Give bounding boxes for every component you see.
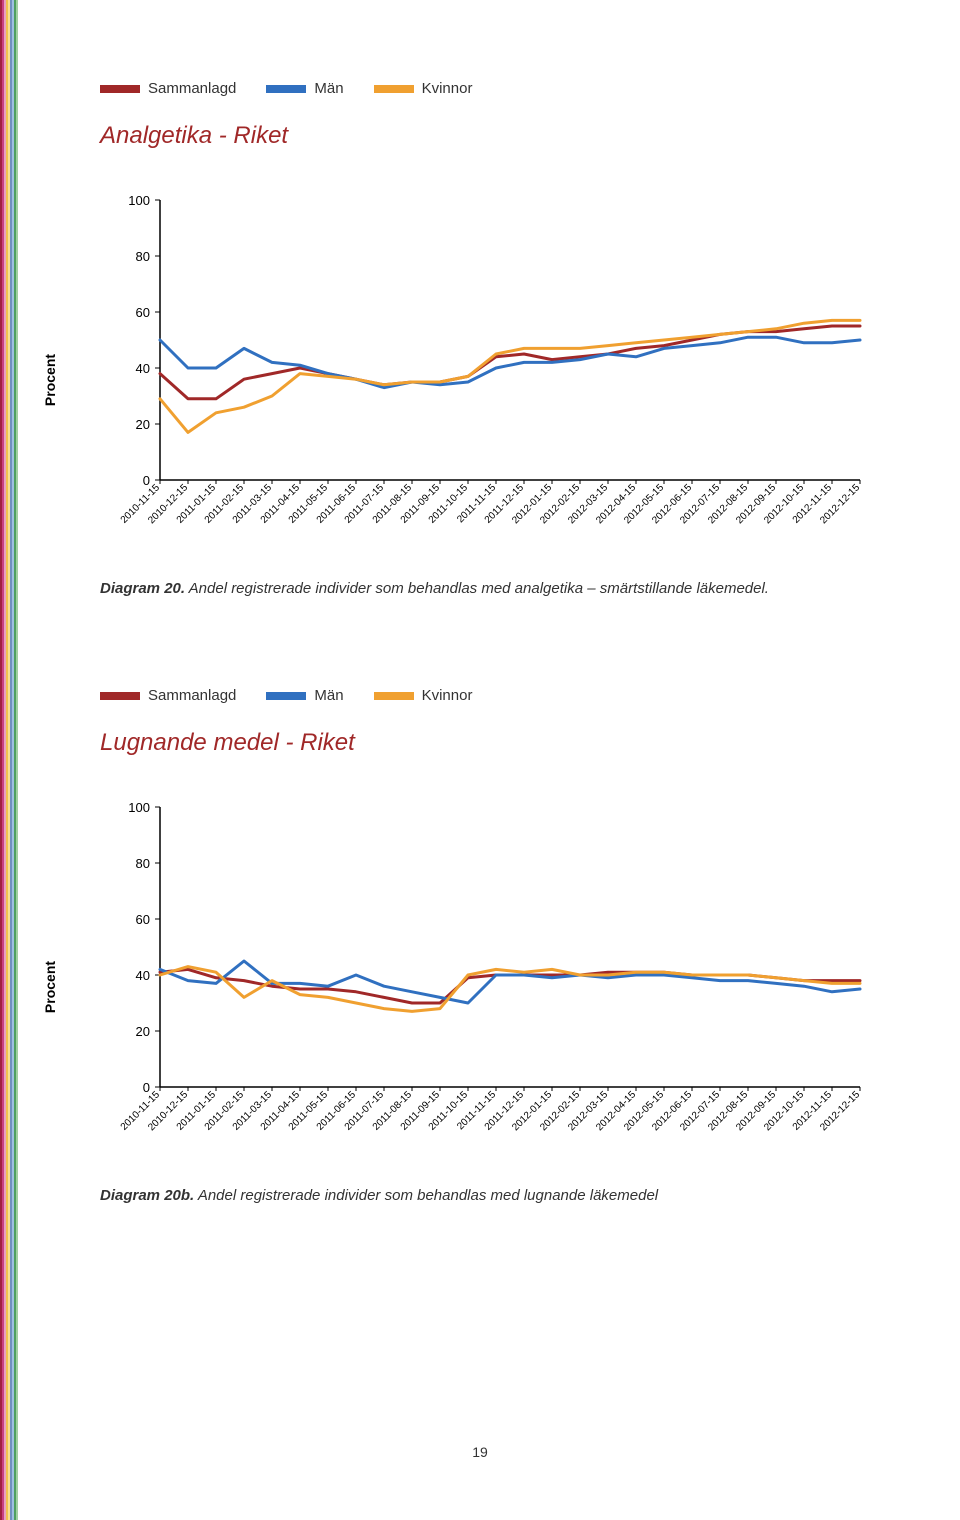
svg-text:0: 0 — [143, 1080, 150, 1095]
legend-item: Sammanlagd — [100, 80, 236, 97]
chart2-caption: Diagram 20b. Andel registrerade individe… — [100, 1187, 900, 1204]
stripe — [16, 0, 18, 1520]
chart2-caption-text: Andel registrerade individer som behandl… — [194, 1187, 658, 1204]
legend-label: Män — [314, 687, 343, 704]
legend-label: Kvinnor — [422, 80, 473, 97]
legend-swatch — [100, 85, 140, 93]
svg-text:100: 100 — [128, 193, 150, 208]
svg-text:20: 20 — [136, 417, 150, 432]
chart2-caption-bold: Diagram 20b. — [100, 1187, 194, 1204]
legend-swatch — [374, 692, 414, 700]
legend-swatch — [266, 692, 306, 700]
legend-label: Män — [314, 80, 343, 97]
legend-item: Män — [266, 80, 343, 97]
legend-item: Kvinnor — [374, 687, 473, 704]
svg-text:60: 60 — [136, 912, 150, 927]
chart2-svg: 0204060801002010-11-152010-12-152011-01-… — [100, 797, 880, 1177]
legend-label: Sammanlagd — [148, 80, 236, 97]
legend-item: Kvinnor — [374, 80, 473, 97]
legend-item: Sammanlagd — [100, 687, 236, 704]
page-content: SammanlagdMänKvinnor Analgetika - Riket … — [100, 80, 900, 1204]
chart2-wrap: Procent 0204060801002010-11-152010-12-15… — [100, 797, 880, 1177]
chart1-ylabel: Procent — [42, 354, 58, 406]
legend-label: Sammanlagd — [148, 687, 236, 704]
chart2-ylabel: Procent — [42, 961, 58, 1013]
legend-item: Män — [266, 687, 343, 704]
chart1-caption-bold: Diagram 20. — [100, 580, 185, 597]
legend-swatch — [266, 85, 306, 93]
legend-swatch — [100, 692, 140, 700]
legend-swatch — [374, 85, 414, 93]
svg-text:40: 40 — [136, 361, 150, 376]
chart2-title: Lugnande medel - Riket — [100, 729, 900, 757]
svg-text:0: 0 — [143, 473, 150, 488]
chart1-title: Analgetika - Riket — [100, 122, 900, 150]
chart1-caption: Diagram 20. Andel registrerade individer… — [100, 580, 900, 597]
svg-text:40: 40 — [136, 968, 150, 983]
legend-chart1: Sammanlagd Män Kvinnor — [100, 80, 900, 97]
chart1-svg: 0204060801002010-11-152010-12-152011-01-… — [100, 190, 880, 570]
legend-chart2: Sammanlagd Män Kvinnor — [100, 687, 900, 704]
side-stripes — [0, 0, 18, 1520]
chart1-caption-text: Andel registrerade individer som behandl… — [185, 580, 769, 597]
svg-text:60: 60 — [136, 305, 150, 320]
svg-text:80: 80 — [136, 856, 150, 871]
svg-text:20: 20 — [136, 1024, 150, 1039]
page-number: 19 — [0, 1444, 960, 1460]
legend-label: Kvinnor — [422, 687, 473, 704]
chart1-wrap: Procent 0204060801002010-11-152010-12-15… — [100, 190, 880, 570]
svg-text:80: 80 — [136, 249, 150, 264]
svg-text:100: 100 — [128, 800, 150, 815]
